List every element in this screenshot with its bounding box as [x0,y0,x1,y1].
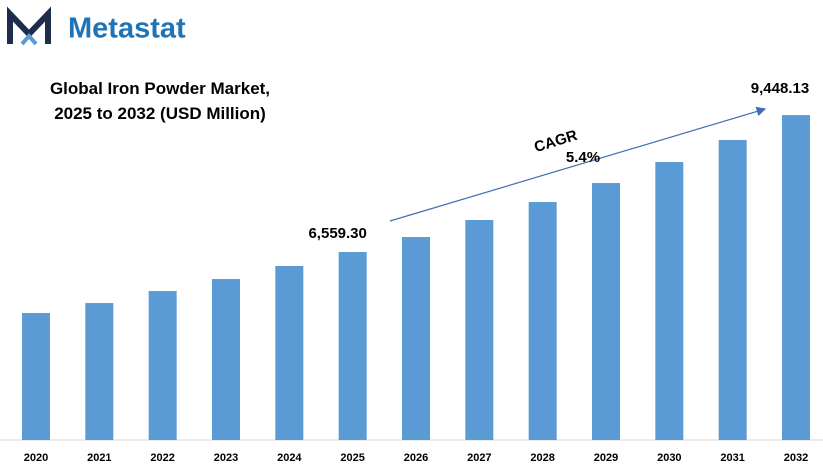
bar [148,291,177,440]
x-tick-label: 2024 [277,452,302,464]
bar [718,140,747,441]
logo-icon [7,6,51,46]
bar [402,237,430,440]
chart-title: Global Iron Powder Market, 2025 to 2032 … [49,79,271,123]
x-tick-label: 2030 [657,452,681,464]
x-tick-label: 2032 [784,452,808,464]
x-tick-label: 2028 [530,452,554,464]
x-tick-label: 2025 [340,452,364,464]
bar [782,115,810,440]
bar [655,162,684,440]
bar [465,220,494,440]
x-tick-label: 2022 [150,452,174,464]
cagr-arrow [389,106,767,222]
x-tick-label: 2021 [87,452,111,464]
x-tick-label: 2023 [214,452,238,464]
x-tick-label: 2020 [24,452,48,464]
bar [85,303,114,440]
data-label: 9,448.13 [751,80,809,97]
x-tick-label: 2031 [720,452,744,464]
x-tick-label: 2027 [467,452,491,464]
x-tick-label: 2029 [594,452,618,464]
bar [528,202,557,440]
cagr-value: 5.4% [566,149,600,166]
bar [592,183,620,440]
bar [275,265,304,440]
bar [22,313,50,440]
bar [338,252,367,440]
brand: Metastat [68,13,186,45]
x-tick-label: 2026 [404,452,428,464]
data-label: 6,559.30 [308,225,366,242]
bar [212,279,240,440]
